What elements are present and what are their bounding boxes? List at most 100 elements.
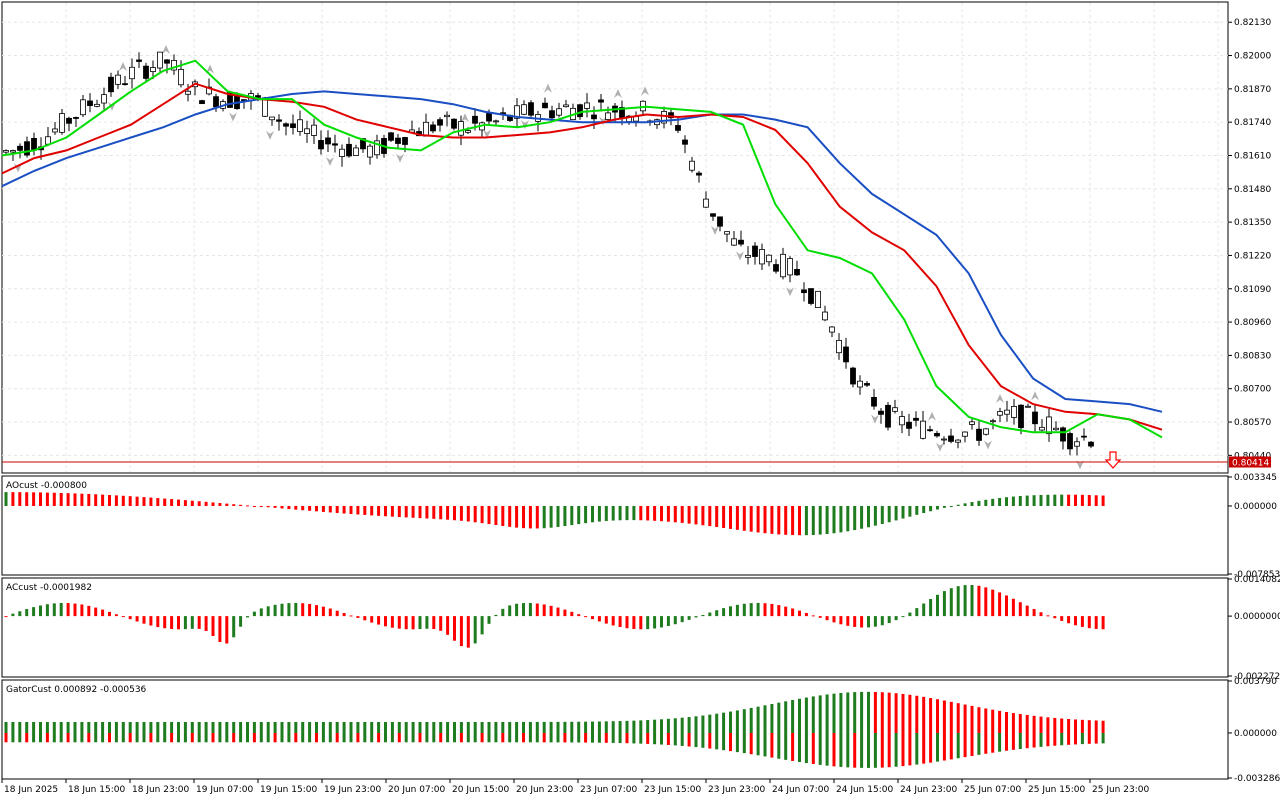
- fractal-up-icon: [641, 86, 649, 96]
- ao-bar: [18, 492, 22, 506]
- ac-bar: [970, 584, 974, 617]
- gator-lower-bar: [846, 732, 850, 768]
- gator-upper-bar: [515, 721, 519, 733]
- price-axis: 0.82130 0.82000 0.81870 0.81740 0.81610 0.814…: [1228, 18, 1271, 461]
- gator-lower-bar: [439, 732, 443, 743]
- gator-lower-bar: [956, 732, 960, 759]
- ac-bar: [432, 616, 436, 630]
- sell-signal-arrow-icon: [1104, 451, 1122, 469]
- ao-bar: [315, 505, 318, 512]
- ac-bar: [936, 594, 939, 617]
- ao-bar: [1053, 494, 1057, 506]
- ao-bar: [867, 505, 870, 528]
- gator-lower-bar: [11, 732, 15, 743]
- ac-bar: [894, 616, 898, 621]
- gator-upper-bar: [183, 721, 187, 733]
- candle-body: [52, 128, 58, 133]
- gator-lower-bar: [949, 732, 953, 760]
- candle-body: [353, 147, 359, 156]
- ao-bar: [1032, 495, 1036, 506]
- ac-bar: [873, 616, 877, 627]
- ac-bar: [94, 607, 98, 617]
- gator-lower-bar: [204, 732, 208, 743]
- ac-bar: [770, 603, 774, 617]
- ao-bar: [197, 501, 201, 506]
- ac-bar: [715, 610, 719, 617]
- ac-bar: [87, 605, 91, 617]
- candle-body: [143, 65, 149, 79]
- gator-lower-bar: [887, 732, 891, 768]
- gator-lower-bar: [1060, 732, 1064, 746]
- ao-bar: [280, 505, 284, 509]
- gator-lower-bar: [687, 732, 691, 747]
- price-panel-border: [1, 1, 1229, 474]
- ac-tick-label: 0.0014082: [1234, 575, 1280, 585]
- gator-lower-bar: [280, 732, 284, 743]
- ac-bar: [480, 616, 484, 635]
- time-tick-label: 20 Jun 07:00: [388, 785, 445, 795]
- price-tick-label: 0.80570: [1234, 418, 1271, 428]
- gator-lower-bar: [390, 732, 394, 743]
- candle-body: [584, 102, 590, 109]
- ao-bar: [418, 505, 422, 519]
- fractal-up-icon: [461, 113, 469, 123]
- fractal-up-icon: [544, 83, 552, 93]
- candle-body: [17, 145, 23, 151]
- candle-body: [920, 420, 926, 439]
- ao-bar: [611, 505, 615, 521]
- time-tick-label: 18 Jun 15:00: [68, 785, 125, 795]
- ao-bar: [404, 505, 408, 518]
- ac-bar: [1039, 612, 1043, 617]
- gator-upper-bar: [963, 704, 967, 733]
- svg-text:0.80414: 0.80414: [1232, 459, 1269, 469]
- gator-upper-bar: [998, 710, 1002, 733]
- ac-bar: [294, 602, 298, 617]
- ao-bar: [729, 505, 732, 529]
- candle-body: [969, 421, 975, 425]
- ac-bar: [832, 616, 836, 623]
- ao-bar: [1011, 496, 1015, 506]
- ao-bar: [653, 505, 657, 521]
- gator-upper-bar: [494, 721, 498, 733]
- candle-body: [815, 290, 821, 308]
- ao-bar: [998, 497, 1002, 506]
- candle-body: [878, 410, 884, 415]
- ao-bar: [1074, 494, 1077, 506]
- ac-bar: [949, 588, 953, 617]
- ao-bar: [528, 505, 532, 529]
- gator-upper-bar: [625, 720, 629, 733]
- ac-bar: [515, 603, 519, 617]
- ao-bar: [556, 505, 560, 527]
- candle-body: [1039, 426, 1045, 431]
- gator-upper-bar: [618, 721, 622, 733]
- ao-bar: [25, 492, 29, 506]
- fractal-down-icon: [736, 251, 744, 261]
- current-price-tag: 0.80414: [1229, 456, 1271, 469]
- gator-upper-bar: [342, 721, 346, 733]
- ac-bar: [956, 586, 960, 617]
- ac-bar: [735, 604, 739, 617]
- candle-body: [1067, 433, 1073, 450]
- time-tick-label: 20 Jun 15:00: [452, 785, 509, 795]
- gator-lower-bar: [335, 732, 339, 743]
- ac-bar: [784, 606, 788, 617]
- candle-body: [808, 288, 814, 304]
- candle-body: [577, 104, 583, 118]
- gator-lower-bar: [804, 732, 808, 764]
- ac-bar: [742, 603, 746, 617]
- ac-bar: [508, 605, 512, 617]
- gator-upper-bar: [528, 721, 532, 733]
- gator-tick-label: 0.003790: [1234, 677, 1277, 687]
- gator-lower-bar: [252, 732, 256, 743]
- gator-lower-bar: [170, 732, 174, 743]
- gator-lower-bar: [121, 732, 125, 743]
- ac-bar: [246, 616, 249, 618]
- ao-bar: [135, 496, 139, 506]
- gator-lower-bar: [646, 732, 650, 744]
- ao-bar: [687, 505, 691, 524]
- ac-bar: [328, 608, 332, 617]
- gator-lower-bar: [1046, 732, 1050, 747]
- ao-tick-label: -0.007853: [1234, 570, 1280, 580]
- gator-lower-bar: [459, 732, 463, 743]
- gator-upper-bar: [542, 721, 546, 733]
